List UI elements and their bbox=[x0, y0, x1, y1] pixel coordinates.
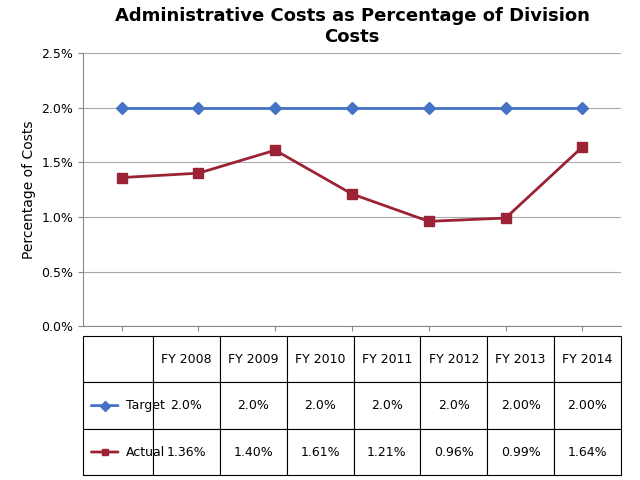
Actual bbox=[271, 147, 279, 153]
Text: FY 2014: FY 2014 bbox=[562, 353, 612, 366]
Target bbox=[502, 105, 509, 110]
Text: 2.0%: 2.0% bbox=[304, 399, 336, 412]
Text: FY 2010: FY 2010 bbox=[295, 353, 346, 366]
Target bbox=[271, 105, 279, 110]
Text: 1.64%: 1.64% bbox=[568, 445, 607, 458]
Target bbox=[118, 105, 125, 110]
Title: Administrative Costs as Percentage of Division
Costs: Administrative Costs as Percentage of Di… bbox=[115, 7, 589, 46]
Target bbox=[348, 105, 356, 110]
Line: Target: Target bbox=[117, 103, 587, 112]
Text: FY 2013: FY 2013 bbox=[495, 353, 546, 366]
Text: 0.99%: 0.99% bbox=[500, 445, 540, 458]
Text: 2.0%: 2.0% bbox=[371, 399, 403, 412]
Actual bbox=[502, 215, 509, 221]
Text: 0.96%: 0.96% bbox=[434, 445, 474, 458]
Actual bbox=[348, 191, 356, 197]
Text: 2.0%: 2.0% bbox=[170, 399, 202, 412]
Actual bbox=[195, 170, 202, 176]
Target bbox=[579, 105, 586, 110]
Actual bbox=[118, 175, 125, 180]
Text: 2.00%: 2.00% bbox=[568, 399, 607, 412]
Text: Actual: Actual bbox=[126, 445, 166, 458]
Actual bbox=[579, 144, 586, 150]
Text: 1.40%: 1.40% bbox=[234, 445, 273, 458]
Text: FY 2012: FY 2012 bbox=[429, 353, 479, 366]
Text: 1.36%: 1.36% bbox=[166, 445, 206, 458]
Text: FY 2008: FY 2008 bbox=[161, 353, 212, 366]
Target bbox=[425, 105, 433, 110]
Line: Actual: Actual bbox=[116, 142, 588, 226]
Y-axis label: Percentage of Costs: Percentage of Costs bbox=[22, 120, 36, 259]
Target bbox=[195, 105, 202, 110]
Actual bbox=[425, 218, 433, 224]
Text: Target: Target bbox=[126, 399, 165, 412]
Text: 2.00%: 2.00% bbox=[500, 399, 541, 412]
Text: FY 2009: FY 2009 bbox=[228, 353, 278, 366]
Text: 2.0%: 2.0% bbox=[237, 399, 269, 412]
Text: 1.21%: 1.21% bbox=[367, 445, 407, 458]
Text: 2.0%: 2.0% bbox=[438, 399, 470, 412]
Text: 1.61%: 1.61% bbox=[300, 445, 340, 458]
Text: FY 2011: FY 2011 bbox=[362, 353, 412, 366]
